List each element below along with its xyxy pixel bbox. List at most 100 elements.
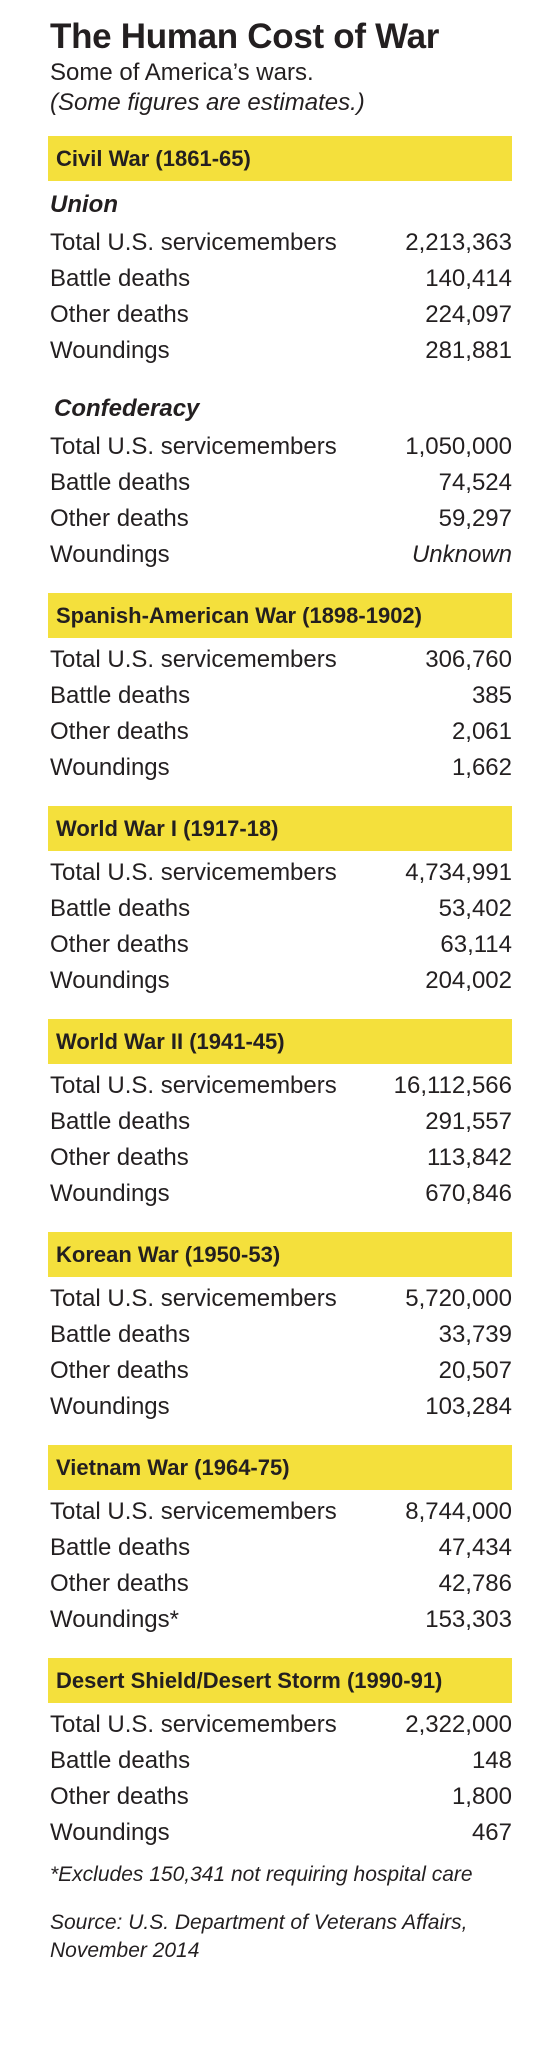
stat-row: Woundings Unknown: [50, 537, 512, 573]
stat-value: 103,284: [425, 1393, 512, 1420]
stat-label: Total U.S. servicemembers: [50, 859, 337, 886]
stat-value: 4,734,991: [405, 859, 512, 886]
stat-row: Other deaths 42,786: [50, 1566, 512, 1602]
stat-row: Woundings 204,002: [50, 963, 512, 999]
stats-list: Total U.S. servicemembers 2,213,363 Battl…: [50, 225, 512, 369]
stat-label: Other deaths: [50, 505, 189, 532]
stat-label: Woundings: [50, 337, 170, 364]
stat-label: Total U.S. servicemembers: [50, 1285, 337, 1312]
stat-label: Battle deaths: [50, 1321, 191, 1348]
stat-label: Battle deaths: [50, 682, 191, 709]
stat-value: 281,881: [425, 337, 512, 364]
stat-row: Woundings 281,881: [50, 333, 512, 369]
stat-row: Other deaths 63,114: [50, 927, 512, 963]
war-section-world-war-ii: World War II (1941-45) Total U.S. servic…: [48, 1019, 512, 1212]
stat-label: Battle deaths: [50, 469, 191, 496]
stat-label: Other deaths: [50, 1357, 189, 1384]
stat-label: Total U.S. servicemembers: [50, 229, 337, 256]
stat-value: Unknown: [411, 541, 512, 568]
stats-list: Total U.S. servicemembers 4,734,991 Battl…: [50, 855, 512, 999]
stat-label: Other deaths: [50, 718, 189, 745]
war-heading: Spanish-American War (1898-1902): [48, 593, 512, 638]
stat-row: Other deaths 2,061: [50, 714, 512, 750]
stat-value: 2,213,363: [405, 229, 512, 256]
stat-label: Total U.S. servicemembers: [50, 1711, 337, 1738]
stats-list: Total U.S. servicemembers 2,322,000 Battl…: [50, 1707, 512, 1851]
stat-label: Other deaths: [50, 1570, 189, 1597]
war-heading: Civil War (1861-65): [48, 136, 512, 181]
stat-value: 47,434: [438, 1534, 512, 1561]
war-section-spanish-american-war: Spanish-American War (1898-1902) Total U…: [48, 593, 512, 786]
stat-label: Woundings: [50, 541, 170, 568]
stat-value: 306,760: [425, 646, 512, 673]
stat-row: Other deaths 20,507: [50, 1353, 512, 1389]
stat-row: Battle deaths 385: [50, 678, 512, 714]
stat-value: 113,842: [427, 1144, 512, 1171]
stat-row: Woundings 103,284: [50, 1389, 512, 1425]
stat-value: 63,114: [440, 931, 512, 958]
stat-label: Total U.S. servicemembers: [50, 1498, 337, 1525]
stat-value: 153,303: [425, 1606, 512, 1633]
footnote: *Excludes 150,341 not requiring hospital…: [50, 1863, 473, 1886]
stat-row: Total U.S. servicemembers 2,213,363: [50, 225, 512, 261]
stat-row: Other deaths 113,842: [50, 1140, 512, 1176]
stat-label: Total U.S. servicemembers: [50, 646, 337, 673]
stats-list: Total U.S. servicemembers 5,720,000 Battl…: [50, 1281, 512, 1425]
stat-row: Total U.S. servicemembers 4,734,991: [50, 855, 512, 891]
stat-row: Woundings 670,846: [50, 1176, 512, 1212]
war-section-civil-war: Civil War (1861-65) Union Total U.S. ser…: [48, 136, 512, 573]
stat-row: Total U.S. servicemembers 306,760: [50, 642, 512, 678]
stat-label: Battle deaths: [50, 895, 191, 922]
source-credit: Source: U.S. Department of Veterans Affa…: [50, 1911, 468, 1962]
stat-value: 385: [471, 682, 512, 709]
war-heading: World War II (1941-45): [48, 1019, 512, 1064]
stat-label: Battle deaths: [50, 265, 191, 292]
page-title: The Human Cost of War: [50, 17, 440, 56]
stat-label: Woundings*: [50, 1606, 179, 1633]
stat-row: Other deaths 59,297: [50, 501, 512, 537]
stat-row: Total U.S. servicemembers 2,322,000: [50, 1707, 512, 1743]
war-section-vietnam-war: Vietnam War (1964-75) Total U.S. service…: [48, 1445, 512, 1638]
war-section-korean-war: Korean War (1950-53) Total U.S. servicem…: [48, 1232, 512, 1425]
stat-row: Battle deaths 53,402: [50, 891, 512, 927]
stat-value: 5,720,000: [405, 1285, 512, 1312]
stats-list: Total U.S. servicemembers 16,112,566 Batt…: [50, 1068, 512, 1212]
stat-value: 8,744,000: [405, 1498, 512, 1525]
stat-label: Other deaths: [50, 301, 189, 328]
stat-row: Total U.S. servicemembers 5,720,000: [50, 1281, 512, 1317]
stat-value: 20,507: [438, 1357, 512, 1384]
stat-row: Woundings 1,662: [50, 750, 512, 786]
stat-label: Battle deaths: [50, 1108, 191, 1135]
stat-value: 140,414: [425, 265, 512, 292]
war-heading: World War I (1917-18): [48, 806, 512, 851]
war-heading: Desert Shield/Desert Storm (1990-91): [48, 1658, 512, 1703]
stat-row: Battle deaths 291,557: [50, 1104, 512, 1140]
stat-label: Battle deaths: [50, 1747, 191, 1774]
side-label-union: Union: [50, 191, 118, 218]
stat-value: 42,786: [438, 1570, 512, 1597]
stat-value: 1,050,000: [405, 433, 512, 460]
stat-value: 670,846: [425, 1180, 512, 1207]
stats-list: Total U.S. servicemembers 8,744,000 Battl…: [50, 1494, 512, 1638]
stat-row: Total U.S. servicemembers 8,744,000: [50, 1494, 512, 1530]
stat-value: 1,662: [451, 754, 512, 781]
stat-label: Woundings: [50, 967, 170, 994]
stat-value: 53,402: [438, 895, 512, 922]
stat-row: Total U.S. servicemembers 1,050,000: [50, 429, 512, 465]
page-subtitle: Some of America’s wars.: [50, 59, 314, 86]
stat-row: Battle deaths 148: [50, 1743, 512, 1779]
stat-value: 291,557: [425, 1108, 512, 1135]
stat-value: 74,524: [438, 469, 512, 496]
stat-label: Other deaths: [50, 1144, 189, 1171]
stat-row: Woundings* 153,303: [50, 1602, 512, 1638]
stat-value: 467: [471, 1819, 512, 1846]
side-label-confederacy: Confederacy: [54, 395, 200, 422]
stat-label: Total U.S. servicemembers: [50, 433, 337, 460]
stat-label: Woundings: [50, 754, 170, 781]
stat-value: 59,297: [438, 505, 512, 532]
stat-row: Other deaths 1,800: [50, 1779, 512, 1815]
stat-label: Woundings: [50, 1819, 170, 1846]
stat-value: 224,097: [425, 301, 512, 328]
war-section-world-war-i: World War I (1917-18) Total U.S. service…: [48, 806, 512, 999]
